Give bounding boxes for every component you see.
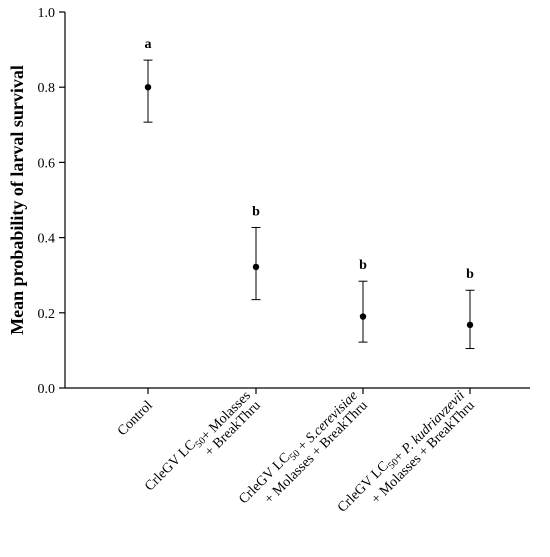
data-point	[466, 321, 474, 329]
x-category-label-line: Control	[115, 398, 156, 439]
significance-letter: b	[359, 258, 367, 273]
x-category-label-line: + Molasses + BreakThru	[369, 398, 478, 507]
axes: 0.0 0.2 0.4 0.6 0.8 1.0	[38, 6, 530, 397]
x-category-label: Control	[115, 398, 156, 439]
significance-letter: b	[466, 267, 474, 282]
data-marks: a b b b	[143, 37, 475, 350]
significance-letter: a	[145, 37, 152, 52]
y-tick-label: 1.0	[38, 6, 56, 21]
y-tick-label: 0.4	[38, 232, 56, 247]
data-point	[144, 84, 152, 91]
data-point	[252, 263, 260, 271]
y-tick-label: 0.8	[38, 81, 56, 96]
y-axis-label: Mean probability of larval survival	[7, 65, 27, 335]
y-tick-label: 0.0	[38, 382, 56, 397]
significance-letter: b	[252, 204, 260, 219]
y-tick-label: 0.2	[38, 307, 56, 322]
x-category-label-line: CrleGV LC50+ Molasses	[142, 385, 254, 497]
data-point	[359, 313, 367, 320]
y-tick-label: 0.6	[38, 156, 56, 171]
